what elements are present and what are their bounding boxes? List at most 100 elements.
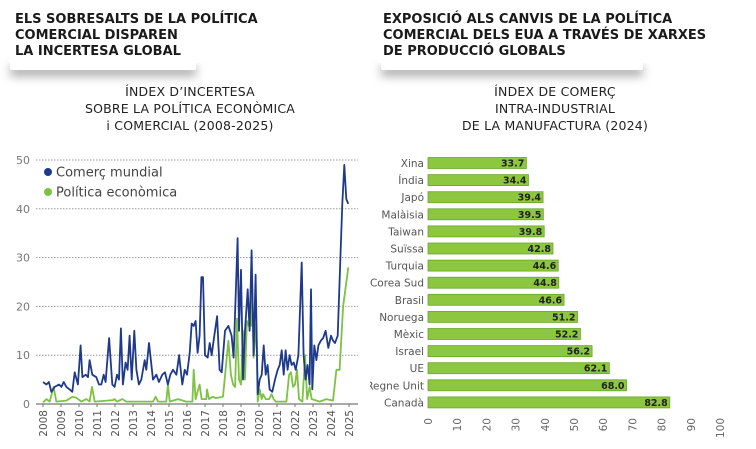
x-tick-label: 50 (569, 418, 581, 431)
line-chart-title: ÍNDEX D’INCERTESA SOBRE LA POLÍTICA ECON… (40, 83, 340, 134)
left-heading-line: LA INCERTESA GLOBAL (15, 44, 181, 59)
line-chart-title-line: ÍNDEX D’INCERTESA (125, 84, 255, 99)
left-heading-shadow (10, 60, 196, 70)
x-tick-label: 2019 (236, 410, 248, 437)
left-heading-line: COMERCIAL DISPAREN (15, 28, 178, 43)
bar (427, 208, 544, 221)
bar-chart-title-line: ÍNDEX DE COMERÇ (494, 84, 616, 99)
x-tick-label: 2020 (254, 410, 266, 437)
category-label: Canadà (384, 397, 424, 409)
right-heading-line: EXPOSICIÓ ALS CANVIS DE LA POLÍTICA (383, 12, 673, 27)
bar-value-label: 62.1 (584, 364, 607, 375)
category-label: Noruega (379, 312, 424, 324)
bar-chart-title: ÍNDEX DE COMERÇ INTRA-INDUSTRIAL DE LA M… (405, 83, 705, 134)
x-tick-label: 2025 (344, 410, 356, 437)
y-tick-label: 40 (16, 203, 30, 216)
x-tick-label: 2024 (326, 410, 338, 437)
category-label: UE (410, 363, 424, 375)
x-tick-label: 100 (715, 418, 727, 438)
bar (427, 276, 560, 289)
x-tick-label: 2018 (218, 410, 230, 437)
bar-value-label: 68.0 (601, 381, 625, 392)
bar (427, 259, 559, 272)
bar (427, 396, 671, 409)
category-label: Taiwan (387, 226, 424, 238)
x-tick-label: 2013 (128, 410, 140, 437)
left-heading-line: ELS SOBRESALTS DE LA POLÍTICA (15, 12, 258, 27)
bar-value-label: 52.2 (555, 330, 578, 341)
x-tick-label: 2023 (308, 410, 320, 437)
bar (427, 328, 581, 340)
category-label: Mèxic (394, 329, 424, 341)
x-tick-label: 2009 (56, 410, 68, 437)
y-tick-label: 0 (23, 398, 30, 411)
category-label: Brasil (395, 295, 424, 307)
bar-value-label: 46.6 (539, 295, 563, 306)
category-label: Japó (400, 192, 424, 204)
x-tick-label: 2016 (182, 410, 194, 437)
x-tick-label: 40 (540, 418, 552, 431)
right-heading-pointer (415, 61, 425, 67)
y-tick-label: 20 (16, 300, 30, 313)
bar-value-label: 44.6 (533, 261, 557, 272)
right-heading: EXPOSICIÓ ALS CANVIS DE LA POLÍTICA COME… (377, 8, 713, 63)
bar-chart: Xina 33.7 Índia 34.4 Japó 39.4 Malàisia 39.5 Tai… (370, 157, 727, 438)
category-label: Corea Sud (370, 278, 424, 290)
bar-value-label: 39.5 (518, 210, 541, 221)
line-chart-title-line: i COMERCIAL (2008-2025) (106, 118, 274, 133)
bar (427, 191, 544, 204)
category-label: Turquia (385, 261, 424, 273)
y-tick-label: 50 (16, 154, 30, 167)
x-tick-label: 30 (511, 418, 523, 431)
bar (427, 362, 610, 375)
x-tick-label: 2022 (290, 410, 302, 437)
x-tick-label: 2017 (200, 410, 212, 437)
bar-value-label: 33.7 (501, 159, 524, 170)
category-label: Regne Unit (370, 380, 424, 392)
x-tick-label: 60 (598, 418, 610, 431)
x-tick-label: 2021 (272, 410, 284, 437)
x-tick-label: 20 (481, 418, 493, 431)
line-chart-title-line: SOBRE LA POLÍTICA ECONÒMICA (84, 101, 296, 116)
category-label: Israel (395, 346, 424, 358)
bar (427, 293, 565, 306)
bar-value-label: 82.8 (644, 398, 668, 409)
category-label: Xina (401, 158, 424, 170)
legend-marker (44, 168, 52, 176)
bar-chart-title-line: INTRA-INDUSTRIAL (494, 101, 616, 116)
bar-chart-title-line: DE LA MANUFACTURA (2024) (461, 118, 649, 133)
x-tick-label: 2010 (74, 410, 86, 437)
bar (427, 157, 527, 169)
x-tick-label: 10 (452, 418, 464, 431)
left-heading-pointer (43, 61, 53, 67)
bar-value-label: 44.8 (533, 278, 557, 289)
x-tick-label: 2012 (110, 410, 122, 437)
right-heading-shadow (381, 60, 643, 70)
series-line-politica-economica (42, 267, 350, 404)
x-tick-label: 80 (657, 418, 669, 431)
bar (427, 225, 545, 238)
bar-value-label: 51.2 (552, 312, 575, 323)
x-tick-label: 90 (686, 418, 698, 431)
right-heading-line: COMERCIAL DELS EUA A TRAVÉS DE XARXES (383, 28, 707, 43)
x-tick-label: 2008 (38, 410, 50, 437)
x-tick-label: 2011 (92, 410, 104, 437)
bar-value-label: 56.2 (567, 347, 590, 358)
category-label: Malàisia (381, 209, 424, 221)
bar (427, 242, 554, 255)
legend-label: Política econòmica (56, 186, 177, 201)
line-chart: 0 10 20 30 40 50 2008 2009 2010 2011 2012 2013 2014 2… (16, 154, 358, 437)
x-tick-label: 2014 (146, 410, 158, 437)
bar (427, 379, 627, 392)
bar-value-label: 34.4 (503, 176, 527, 187)
x-tick-label: 0 (423, 418, 435, 425)
bar (427, 310, 578, 323)
y-tick-label: 30 (16, 252, 30, 265)
bar-value-label: 39.4 (518, 193, 542, 204)
x-tick-label: 2015 (164, 410, 176, 437)
series-line-comerc-mundial (42, 164, 350, 396)
bar-value-label: 39.8 (519, 227, 543, 238)
y-tick-label: 10 (16, 349, 30, 362)
category-label: Suïssa (390, 244, 424, 256)
category-label: Índia (398, 174, 424, 187)
